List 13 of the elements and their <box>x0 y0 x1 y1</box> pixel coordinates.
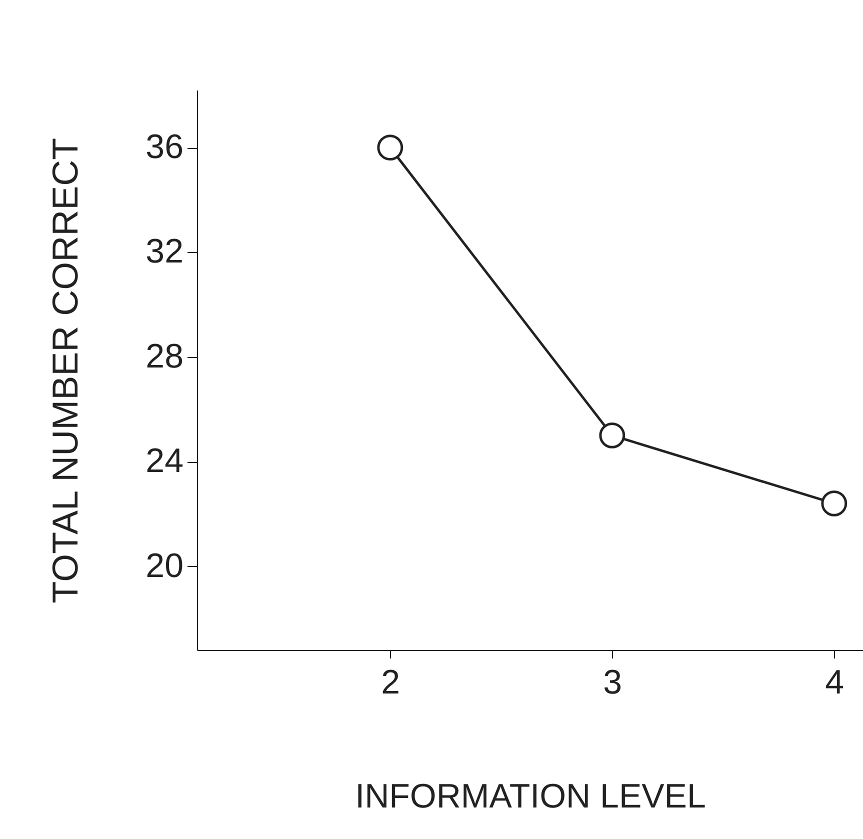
y-tick-label: 20 <box>146 546 184 585</box>
y-tick-label: 36 <box>146 128 184 166</box>
y-tick-label: 28 <box>146 337 184 376</box>
x-tick-label: 4 <box>825 664 844 702</box>
y-tick-label: 32 <box>146 232 184 271</box>
point <box>599 422 626 448</box>
y-tick-label: 24 <box>146 442 184 480</box>
point <box>377 134 404 161</box>
x-tick-label: 2 <box>381 664 400 702</box>
x-axis-title: INFORMATION LEVEL <box>355 778 706 816</box>
x-tick-label: 3 <box>603 664 622 702</box>
y-axis-title: TOTAL NUMBER CORRECT <box>44 138 86 604</box>
point <box>821 490 848 516</box>
